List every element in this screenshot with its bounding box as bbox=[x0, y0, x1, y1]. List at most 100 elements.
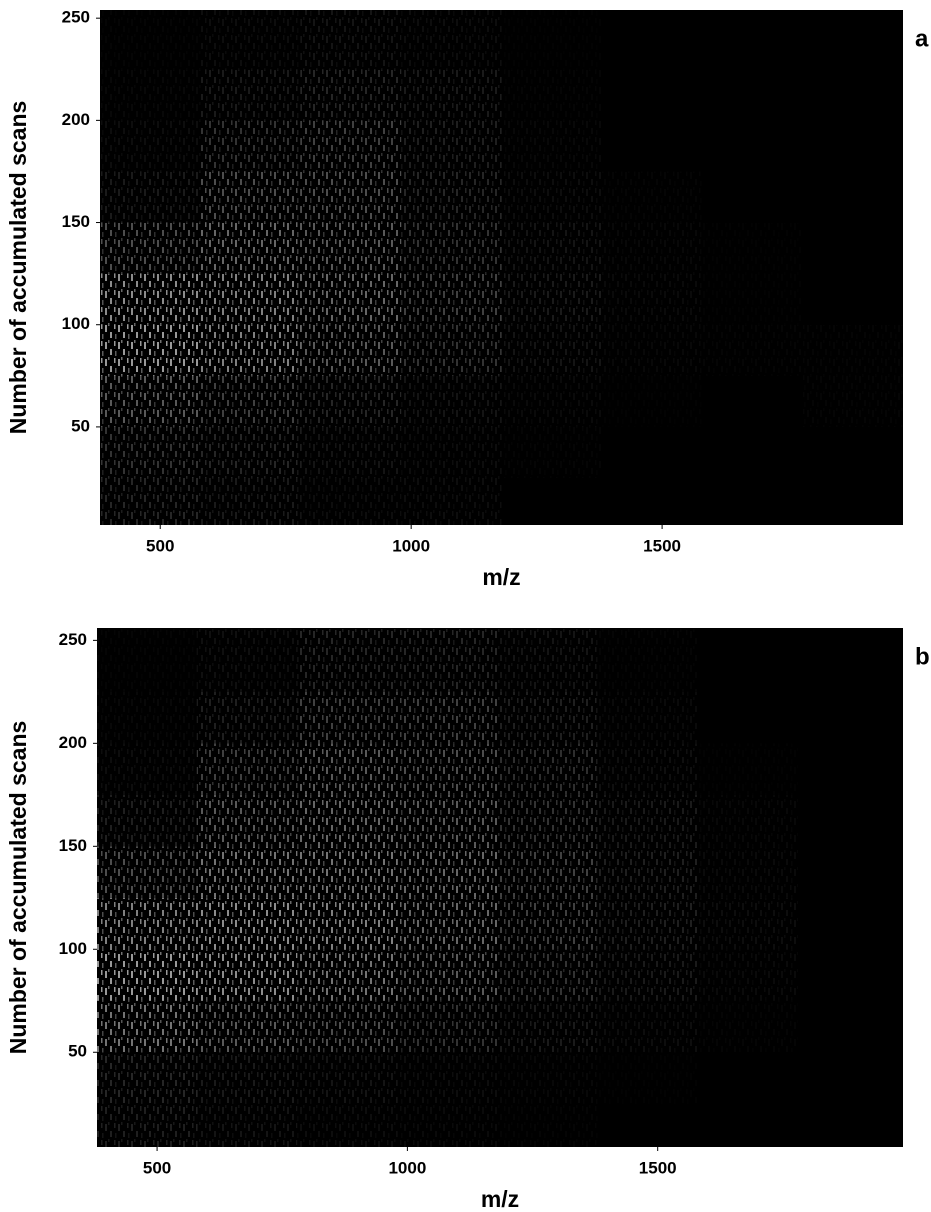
heatmap-cell bbox=[797, 949, 903, 1001]
heatmap-cell bbox=[100, 426, 201, 478]
heatmap-cell bbox=[200, 69, 301, 121]
heatmap-cell bbox=[297, 743, 398, 795]
heatmap-cell bbox=[300, 171, 402, 223]
heatmap-cell bbox=[501, 120, 602, 172]
heatmap-cell bbox=[497, 1103, 598, 1147]
y-axis-label: Number of accumulated scans bbox=[5, 101, 31, 435]
heatmap-cell bbox=[300, 426, 402, 478]
panel-label: b bbox=[915, 643, 930, 670]
heatmap-cell bbox=[702, 120, 803, 172]
heatmap-cell bbox=[200, 171, 301, 223]
heatmap-cell bbox=[100, 477, 201, 525]
heatmap-cell bbox=[300, 10, 402, 70]
heatmap-cell bbox=[397, 794, 498, 847]
heatmap-cell bbox=[300, 477, 402, 525]
heatmap-cell bbox=[401, 69, 502, 121]
heatmap-cell bbox=[397, 1103, 498, 1147]
panel-label: a bbox=[915, 25, 929, 52]
heatmap-cell bbox=[300, 273, 402, 325]
heatmap-cell bbox=[597, 1000, 698, 1053]
heatmap-cell bbox=[501, 171, 602, 223]
heatmap-cell bbox=[200, 477, 301, 525]
heatmap-cell bbox=[797, 1052, 903, 1104]
heatmap-cell bbox=[702, 10, 803, 70]
heatmap-cell bbox=[797, 897, 903, 950]
heatmap-cell bbox=[601, 324, 703, 376]
heatmap-cell bbox=[597, 846, 698, 898]
heatmap-cell bbox=[802, 10, 903, 70]
heatmap-cell bbox=[697, 691, 798, 744]
heatmap-cell bbox=[97, 1000, 198, 1053]
heatmap-cell bbox=[597, 897, 698, 950]
heatmap-cell bbox=[397, 949, 498, 1001]
y-tick-label: 150 bbox=[62, 212, 90, 231]
heatmap-cell bbox=[601, 426, 703, 478]
heatmap-cell bbox=[97, 743, 198, 795]
heatmap-cell bbox=[397, 1000, 498, 1053]
heatmap-cell bbox=[297, 794, 398, 847]
heatmap-cell bbox=[401, 10, 502, 70]
heatmap-cell bbox=[100, 324, 201, 376]
heatmap-cell bbox=[100, 10, 201, 70]
heatmap-cell bbox=[197, 1000, 298, 1053]
heatmap-cell bbox=[97, 1103, 198, 1147]
heatmap-cell bbox=[697, 1052, 798, 1104]
heatmap-cell bbox=[497, 1000, 598, 1053]
heatmap-cell bbox=[97, 846, 198, 898]
heatmap-cell bbox=[597, 1052, 698, 1104]
heatmap-cell bbox=[497, 949, 598, 1001]
heatmap-cell bbox=[200, 120, 301, 172]
heatmap-cell bbox=[401, 273, 502, 325]
heatmap-cell bbox=[597, 743, 698, 795]
heatmap-cell bbox=[497, 846, 598, 898]
heatmap-cell bbox=[601, 477, 703, 525]
heatmap-cell bbox=[100, 120, 201, 172]
heatmap-cell bbox=[197, 949, 298, 1001]
heatmap-cell bbox=[697, 628, 798, 692]
heatmap-cell bbox=[597, 691, 698, 744]
heatmap-cell bbox=[802, 120, 903, 172]
heatmap-cell bbox=[702, 477, 803, 525]
heatmap-cell bbox=[97, 628, 198, 692]
heatmap-cell bbox=[497, 897, 598, 950]
heatmap-cell bbox=[397, 846, 498, 898]
heatmap-cell bbox=[597, 1103, 698, 1147]
heatmap-cell bbox=[297, 846, 398, 898]
heatmap-cell bbox=[601, 120, 703, 172]
heatmap-cells bbox=[97, 628, 903, 1147]
heatmap-cell bbox=[802, 222, 903, 274]
heatmap-cell bbox=[802, 375, 903, 427]
heatmap-cell bbox=[97, 897, 198, 950]
heatmap-cell bbox=[297, 897, 398, 950]
heatmap-cell bbox=[200, 222, 301, 274]
heatmap-cell bbox=[401, 324, 502, 376]
heatmap-cell bbox=[702, 222, 803, 274]
y-tick-label: 100 bbox=[62, 314, 90, 333]
heatmap-cell bbox=[497, 1052, 598, 1104]
heatmap-cell bbox=[197, 743, 298, 795]
heatmap-cell bbox=[397, 743, 498, 795]
y-tick-label: 200 bbox=[62, 110, 90, 129]
heatmap-cell bbox=[200, 273, 301, 325]
heatmap-cell bbox=[601, 69, 703, 121]
heatmap-cell bbox=[97, 691, 198, 744]
x-tick-label: 1000 bbox=[392, 536, 430, 555]
x-axis-label: m/z bbox=[482, 564, 520, 590]
heatmap-cell bbox=[297, 628, 398, 692]
heatmap-cell bbox=[802, 426, 903, 478]
heatmap-cell bbox=[797, 743, 903, 795]
heatmap-cell bbox=[97, 949, 198, 1001]
x-tick-label: 500 bbox=[143, 1158, 171, 1177]
heatmap-cell bbox=[597, 628, 698, 692]
heatmap-cell bbox=[797, 794, 903, 847]
heatmap-cell bbox=[797, 628, 903, 692]
heatmap-cell bbox=[697, 1000, 798, 1053]
heatmap-cell bbox=[797, 1000, 903, 1053]
heatmap-cell bbox=[397, 691, 498, 744]
heatmap-cell bbox=[601, 171, 703, 223]
heatmap-cell bbox=[501, 10, 602, 70]
heatmap-cell bbox=[497, 628, 598, 692]
heatmap-cell bbox=[697, 1103, 798, 1147]
heatmap-cell bbox=[300, 324, 402, 376]
